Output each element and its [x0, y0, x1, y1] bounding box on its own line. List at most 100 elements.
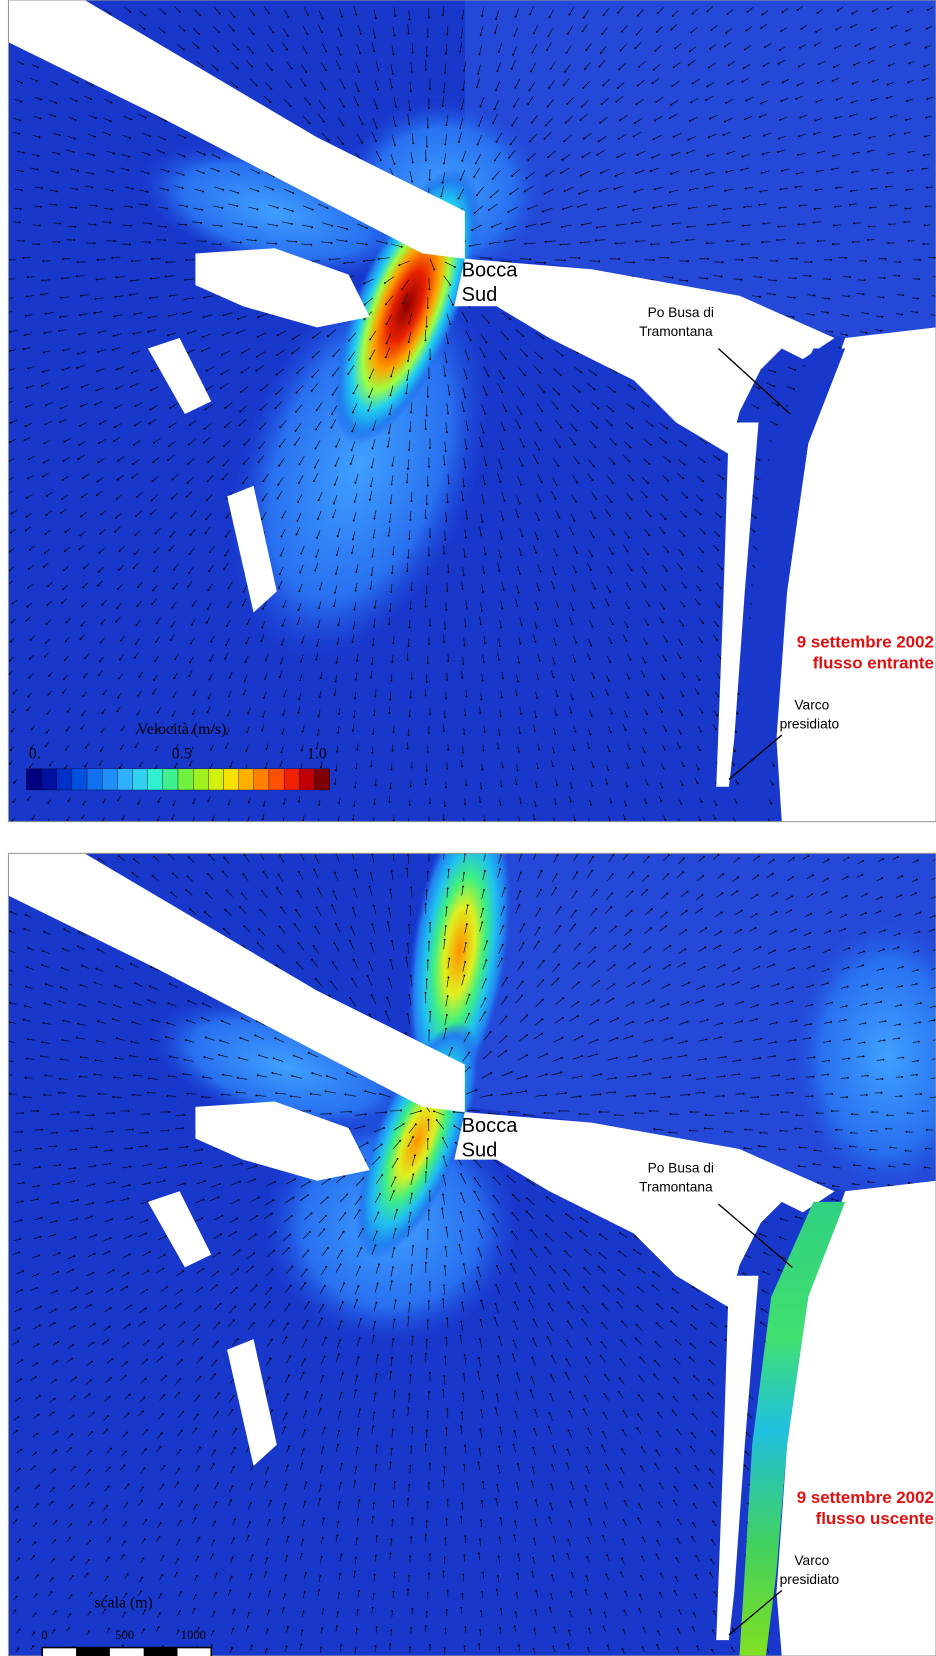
flow-arrow-head — [598, 260, 600, 262]
flow-arrow-head — [591, 626, 593, 628]
flow-arrow-head — [591, 555, 593, 557]
flow-arrow-head — [688, 208, 690, 210]
flow-arrow-head — [334, 484, 336, 486]
flow-arrow-head — [927, 9, 929, 11]
flow-arrow-head — [94, 136, 96, 138]
flow-arrow-head — [370, 872, 372, 874]
flow-arrow-head — [168, 445, 170, 447]
flow-arrow-head — [556, 555, 558, 557]
flow-arrow-head — [466, 518, 468, 520]
flow-arrow-head — [298, 698, 300, 700]
flow-arrow-head — [46, 604, 48, 606]
flow-arrow-head — [898, 275, 900, 277]
flow-arrow-head — [114, 240, 116, 242]
flow-arrow-head — [717, 625, 719, 627]
colorbar-swatch — [284, 769, 299, 790]
flow-arrow-head — [545, 241, 547, 243]
flow-arrow-head — [596, 227, 598, 229]
flow-arrow-head — [119, 767, 121, 769]
flow-arrow-head — [665, 441, 667, 443]
flow-arrow-head — [672, 15, 674, 17]
flow-arrow-head — [10, 641, 12, 643]
flow-arrow-head — [224, 555, 226, 557]
flow-arrow-head — [354, 609, 356, 611]
flow-arrow-head — [12, 711, 14, 713]
flow-arrow-head — [527, 208, 529, 210]
flow-arrow-head — [256, 84, 258, 86]
flow-arrow-head — [275, 243, 277, 245]
flow-arrow-head — [41, 385, 43, 387]
flow-arrow-head — [270, 101, 272, 103]
flow-arrow-head — [339, 68, 341, 70]
flow-arrow-head — [502, 519, 504, 521]
flow-arrow-head — [187, 586, 189, 588]
flow-arrow-head — [209, 660, 211, 662]
flow-arrow-head — [174, 658, 176, 660]
flow-arrow-head — [96, 278, 98, 280]
flow-arrow-head — [54, 116, 56, 118]
flow-arrow-head — [316, 537, 318, 539]
flow-arrow-head — [170, 517, 172, 519]
flow-arrow-head — [543, 338, 545, 340]
flow-arrow-head — [743, 67, 745, 69]
flow-arrow-head — [77, 353, 79, 355]
flow-arrow-head — [287, 35, 289, 37]
flow-arrow-head — [572, 533, 574, 535]
flow-arrow-head — [722, 478, 724, 480]
flow-arrow-head — [247, 712, 249, 714]
flow-arrow-head — [183, 313, 185, 315]
flow-arrow-head — [738, 693, 740, 695]
flow-arrow-head — [81, 714, 83, 716]
flow-arrow-head — [317, 626, 319, 628]
flow-arrow-head — [612, 482, 614, 484]
flow-arrow-head — [283, 803, 285, 805]
flow-arrow-head — [757, 478, 759, 480]
flow-arrow-head — [128, 156, 130, 158]
flow-arrow-head — [521, 465, 523, 467]
flow-arrow-head — [611, 424, 613, 426]
flow-arrow-head — [564, 71, 566, 73]
flow-arrow-head — [395, 106, 397, 108]
flow-arrow-head — [113, 152, 115, 154]
flow-arrow-head — [499, 481, 501, 483]
flow-arrow-head — [255, 240, 257, 242]
flow-arrow-head — [776, 424, 778, 426]
flow-arrow-head — [689, 120, 691, 122]
flow-arrow-head — [192, 713, 194, 715]
flow-arrow-head — [96, 494, 98, 496]
flow-arrow-head — [672, 223, 674, 225]
flow-arrow-head — [135, 746, 137, 748]
flow-arrow-head — [353, 805, 355, 807]
flow-arrow-head — [829, 278, 831, 280]
flow-arrow-head — [832, 80, 834, 82]
flow-arrow-head — [276, 354, 278, 356]
flow-arrow-head — [20, 208, 22, 210]
flow-arrow-head — [629, 748, 631, 750]
flow-arrow-head — [632, 479, 634, 481]
flow-arrow-head — [518, 662, 520, 664]
flow-arrow-head — [557, 606, 559, 608]
flow-arrow-head — [520, 713, 522, 715]
flow-arrow-head — [429, 179, 431, 181]
flow-arrow-head — [188, 856, 190, 858]
channel-label: Tramontana — [639, 324, 713, 339]
flow-arrow-head — [615, 444, 617, 446]
flow-arrow-head — [487, 375, 489, 377]
flow-arrow-head — [26, 620, 28, 622]
flow-arrow-head — [833, 136, 835, 138]
flow-arrow-head — [290, 105, 292, 107]
flow-arrow-head — [155, 641, 157, 643]
flow-arrow-head — [869, 207, 871, 209]
flow-arrow-head — [682, 695, 684, 697]
flow-arrow-head — [80, 638, 82, 640]
flow-arrow-head — [389, 699, 391, 701]
flow-arrow-head — [427, 573, 429, 575]
flow-arrow-head — [917, 297, 919, 299]
flow-arrow-head — [463, 733, 465, 735]
flow-arrow-head — [99, 552, 101, 554]
flow-arrow-head — [113, 335, 115, 337]
flow-arrow-head — [281, 535, 283, 537]
flow-arrow-head — [513, 106, 515, 108]
flow-arrow-head — [97, 461, 99, 463]
colorbar-swatch — [269, 769, 284, 790]
